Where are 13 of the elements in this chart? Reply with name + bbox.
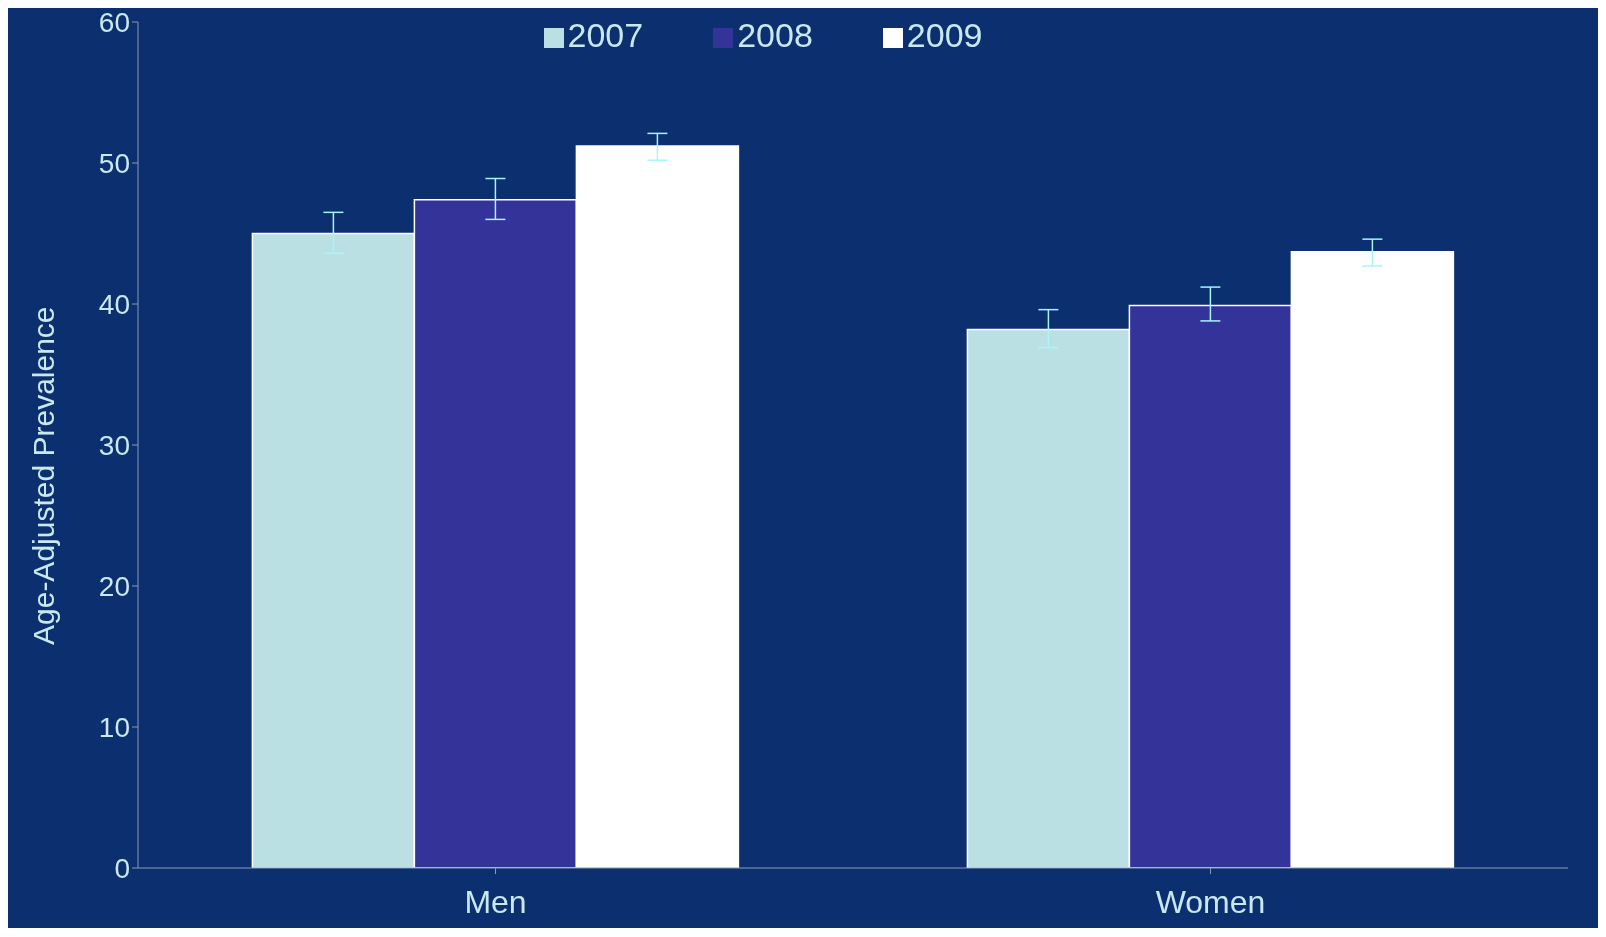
legend-label: 2009 [906, 16, 983, 54]
y-tick-label: 50 [98, 147, 130, 179]
y-tick-label: 30 [98, 429, 130, 461]
y-tick-label: 60 [98, 6, 130, 38]
x-tick-label: Men [464, 883, 527, 920]
y-axis-title: Age-Adjusted Prevalence [26, 306, 60, 645]
y-tick-label: 20 [98, 570, 130, 602]
legend-label: 2008 [737, 16, 813, 54]
y-tick-label: 0 [114, 852, 130, 884]
legend-label: 2007 [567, 16, 644, 54]
y-tick-label: 40 [98, 288, 130, 320]
x-tick-label: Women [1155, 883, 1266, 920]
y-tick-label: 10 [98, 711, 130, 743]
